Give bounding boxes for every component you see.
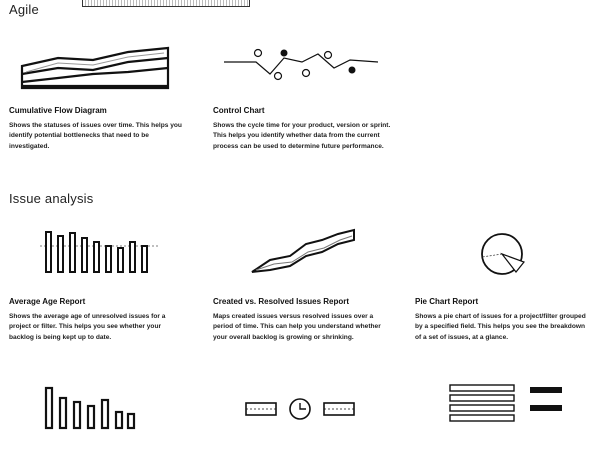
report-description-average-age: Shows the average age of unresolved issu… <box>9 313 166 341</box>
time-tracking-icon[interactable] <box>244 397 356 421</box>
report-title-pie-chart[interactable]: Pie Chart Report <box>415 297 479 306</box>
report-description-pie-chart: Shows a pie chart of issues for a projec… <box>415 313 586 341</box>
report-description-cumulative-flow: Shows the statuses of issues over time. … <box>9 122 182 150</box>
area-comparison-chart-icon[interactable] <box>250 226 360 276</box>
bar-chart-icon[interactable] <box>42 384 136 430</box>
bar-chart-icon[interactable] <box>40 228 160 274</box>
report-title-control-chart[interactable]: Control Chart <box>213 106 265 115</box>
control-chart-icon[interactable] <box>222 46 382 82</box>
report-title-cumulative-flow[interactable]: Cumulative Flow Diagram <box>9 106 107 115</box>
report-description-created-vs-resolved: Maps created issues versus resolved issu… <box>213 313 381 341</box>
report-description-control-chart: Shows the cycle time for your product, v… <box>213 122 391 150</box>
stacked-area-chart-icon[interactable] <box>18 44 178 92</box>
top-banner-fragment <box>82 0 250 7</box>
pie-chart-icon[interactable] <box>478 232 530 278</box>
report-title-average-age[interactable]: Average Age Report <box>9 297 86 306</box>
list-report-icon[interactable] <box>446 383 566 423</box>
report-title-created-vs-resolved[interactable]: Created vs. Resolved Issues Report <box>213 297 350 306</box>
section-title-agile: Agile <box>9 2 39 17</box>
section-title-issue-analysis: Issue analysis <box>9 191 94 206</box>
